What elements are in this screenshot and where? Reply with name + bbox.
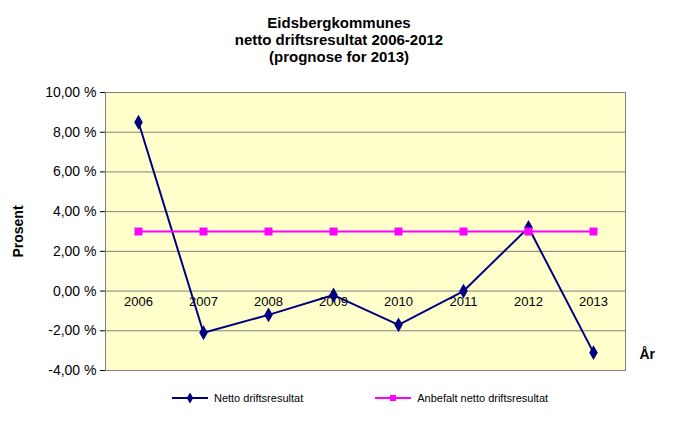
svg-text:-4,00 %: -4,00 % <box>48 362 96 378</box>
svg-text:2009: 2009 <box>319 294 348 310</box>
svg-text:2008: 2008 <box>254 294 283 309</box>
svg-text:10,00 %: 10,00 % <box>45 84 96 100</box>
svg-text:0,00 %: 0,00 % <box>53 283 97 299</box>
svg-text:2013: 2013 <box>579 294 608 309</box>
svg-text:2007: 2007 <box>189 294 218 310</box>
svg-text:2012: 2012 <box>514 294 543 309</box>
svg-text:4,00 %: 4,00 % <box>53 203 97 219</box>
svg-text:2010: 2010 <box>384 294 413 309</box>
html-text:Anbefalt netto driftsresultat: Anbefalt netto driftsresultat <box>417 392 549 404</box>
svg-text:2,00 %: 2,00 % <box>53 243 97 259</box>
svg-text:Prosent: Prosent <box>10 205 26 257</box>
svg-text:-2,00 %: -2,00 % <box>48 322 96 338</box>
svg-text:År: År <box>640 346 656 362</box>
svg-text:8,00 %: 8,00 % <box>53 124 97 140</box>
html-text:Eidsbergkommunes netto driftsr: Eidsbergkommunes netto driftsresultat 20… <box>234 14 444 65</box>
html-text:Netto driftsresultat: Netto driftsresultat <box>213 392 304 404</box>
svg-text:6,00 %: 6,00 % <box>53 163 97 179</box>
svg-text:2011: 2011 <box>449 294 478 310</box>
svg-text:2006: 2006 <box>124 294 153 309</box>
